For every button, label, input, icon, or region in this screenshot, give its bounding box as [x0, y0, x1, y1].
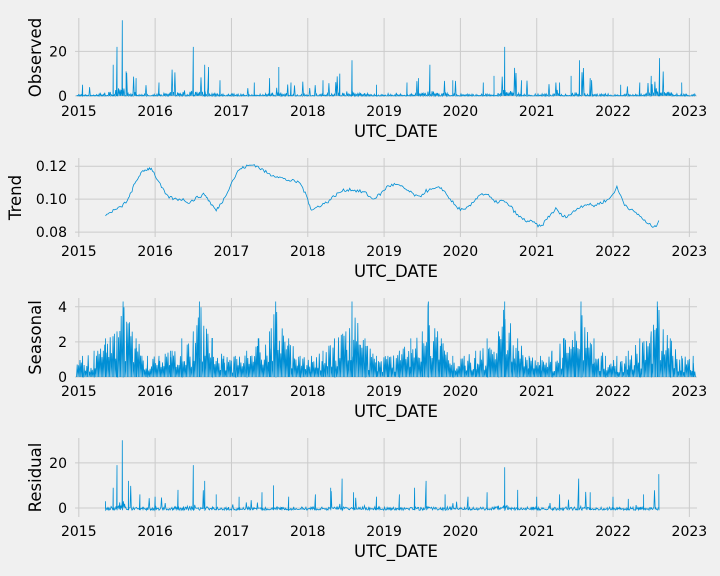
observed-xtick-label-2022: 2022 — [595, 104, 631, 120]
seasonal-xlabel: UTC_DATE — [354, 402, 438, 422]
observed-xtick-label-2015: 2015 — [61, 104, 97, 120]
observed-xtick-label-2017: 2017 — [214, 104, 250, 120]
seasonal-xtick-label-2019: 2019 — [366, 384, 402, 400]
observed-xtick-label-2016: 2016 — [137, 104, 173, 120]
residual-ytick-label-0: 0 — [58, 501, 67, 517]
trend-xtick-label-2020: 2020 — [443, 244, 479, 260]
residual-panel: 2015 2016 2017 2018 2019 2020 2021 2022 2023 0 20 U… — [26, 438, 707, 562]
observed-xtick-label-2019: 2019 — [366, 104, 402, 120]
observed-xtick-label-2021: 2021 — [519, 104, 555, 120]
trend-panel: 2015 2016 2017 2018 2019 2020 2021 2022 2023 0.08… — [6, 158, 707, 282]
seasonal-xtick-label-2018: 2018 — [290, 384, 326, 400]
observed-xtick-label-2023: 2023 — [672, 104, 708, 120]
observed-ytick-label-20: 20 — [49, 44, 67, 60]
residual-xtick-label-2020: 2020 — [443, 524, 479, 540]
seasonal-ytick-label-0: 0 — [58, 370, 67, 386]
trend-ylabel: Trend — [6, 175, 25, 221]
observed-ylabel: Observed — [26, 18, 45, 97]
trend-ytick-label-0.08: 0.08 — [36, 225, 67, 241]
trend-xtick-label-2017: 2017 — [214, 244, 250, 260]
seasonal-xtick-label-2021: 2021 — [519, 384, 555, 400]
trend-xtick-label-2023: 2023 — [672, 244, 708, 260]
seasonal-panel: 2015 2016 2017 2018 2019 2020 2021 2022 2023 0 2 4 U… — [26, 298, 707, 422]
residual-xtick-label-2015: 2015 — [61, 524, 97, 540]
trend-xtick-label-2021: 2021 — [519, 244, 555, 260]
seasonal-ytick-label-4: 4 — [58, 300, 67, 316]
trend-ytick-label-0.12: 0.12 — [36, 159, 67, 175]
residual-xtick-label-2017: 2017 — [214, 524, 250, 540]
seasonal-series-line — [76, 301, 696, 378]
observed-xtick-label-2020: 2020 — [443, 104, 479, 120]
residual-xtick-label-2019: 2019 — [366, 524, 402, 540]
residual-xtick-label-2016: 2016 — [137, 524, 173, 540]
trend-xtick-label-2019: 2019 — [366, 244, 402, 260]
observed-ytick-label-0: 0 — [58, 89, 67, 105]
residual-ylabel: Residual — [26, 443, 45, 513]
seasonal-xtick-label-2023: 2023 — [672, 384, 708, 400]
observed-series-line — [76, 20, 696, 98]
observed-xtick-label-2018: 2018 — [290, 104, 326, 120]
seasonal-ytick-label-2: 2 — [58, 335, 67, 351]
trend-xtick-label-2016: 2016 — [137, 244, 173, 260]
residual-xlabel: UTC_DATE — [354, 542, 438, 562]
trend-xlabel: UTC_DATE — [354, 262, 438, 282]
observed-panel: 2015 2016 2017 2018 2019 2020 2021 2022 2023 0 20 U… — [26, 18, 707, 142]
residual-ytick-label-20: 20 — [49, 456, 67, 472]
seasonal-xtick-label-2015: 2015 — [61, 384, 97, 400]
observed-xlabel: UTC_DATE — [354, 122, 438, 142]
residual-xtick-label-2022: 2022 — [595, 524, 631, 540]
trend-xtick-label-2022: 2022 — [595, 244, 631, 260]
seasonal-xtick-label-2016: 2016 — [137, 384, 173, 400]
residual-xtick-label-2021: 2021 — [519, 524, 555, 540]
trend-xtick-label-2015: 2015 — [61, 244, 97, 260]
seasonal-xtick-label-2017: 2017 — [214, 384, 250, 400]
seasonal-xtick-label-2020: 2020 — [443, 384, 479, 400]
seasonal-xtick-label-2022: 2022 — [595, 384, 631, 400]
trend-series-line — [105, 164, 660, 228]
residual-series-line — [105, 440, 660, 512]
seasonal-ylabel: Seasonal — [26, 300, 45, 375]
residual-xtick-label-2018: 2018 — [290, 524, 326, 540]
trend-ytick-label-0.10: 0.10 — [36, 192, 67, 208]
trend-xtick-label-2018: 2018 — [290, 244, 326, 260]
residual-xtick-label-2023: 2023 — [672, 524, 708, 540]
